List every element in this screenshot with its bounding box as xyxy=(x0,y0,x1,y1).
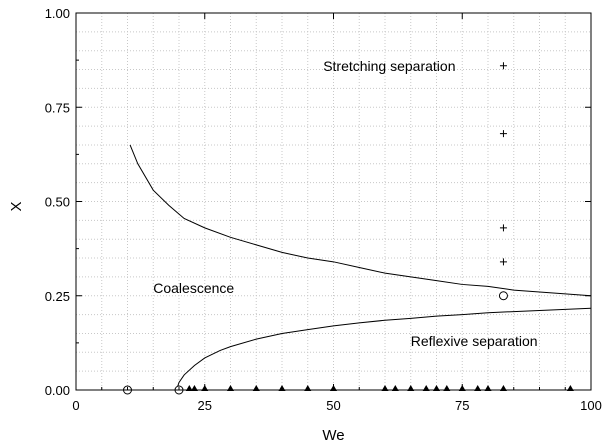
y-tick-label: 0.00 xyxy=(45,383,70,398)
tick-labels: 0 25 50 75 100 0.00 0.25 0.50 0.75 1.00 xyxy=(45,6,602,413)
y-tick-label: 1.00 xyxy=(45,6,70,21)
region-label: Coalescence xyxy=(153,280,234,296)
plus-marker xyxy=(499,224,507,232)
x-tick-label: 100 xyxy=(580,398,602,413)
x-tick-label: 25 xyxy=(198,398,212,413)
x-tick-label: 0 xyxy=(72,398,79,413)
y-axis-title: X xyxy=(8,201,25,211)
y-tick-label: 0.50 xyxy=(45,195,70,210)
plus-marker xyxy=(499,62,507,70)
region-label: Reflexive separation xyxy=(411,333,538,349)
boundary-curves xyxy=(129,144,592,391)
x-tick-label: 50 xyxy=(326,398,340,413)
x-axis-title: We xyxy=(322,427,344,444)
boundary-curve xyxy=(175,307,592,391)
y-tick-label: 0.25 xyxy=(45,289,70,304)
region-label: Stretching separation xyxy=(323,58,455,74)
plus-marker xyxy=(499,130,507,138)
boundary-curve xyxy=(129,144,592,297)
y-tick-label: 0.75 xyxy=(45,100,70,115)
plus-marker xyxy=(499,258,507,266)
x-tick-label: 75 xyxy=(455,398,469,413)
region-labels: Stretching separation Coalescence Reflexiv… xyxy=(153,58,537,349)
open-circle-marker xyxy=(498,291,508,301)
grid xyxy=(76,13,591,390)
axis-ticks xyxy=(75,12,592,391)
